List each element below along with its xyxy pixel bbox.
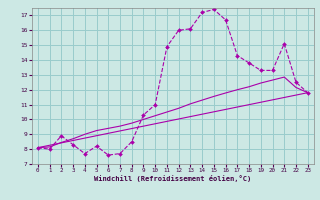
X-axis label: Windchill (Refroidissement éolien,°C): Windchill (Refroidissement éolien,°C) [94,175,252,182]
